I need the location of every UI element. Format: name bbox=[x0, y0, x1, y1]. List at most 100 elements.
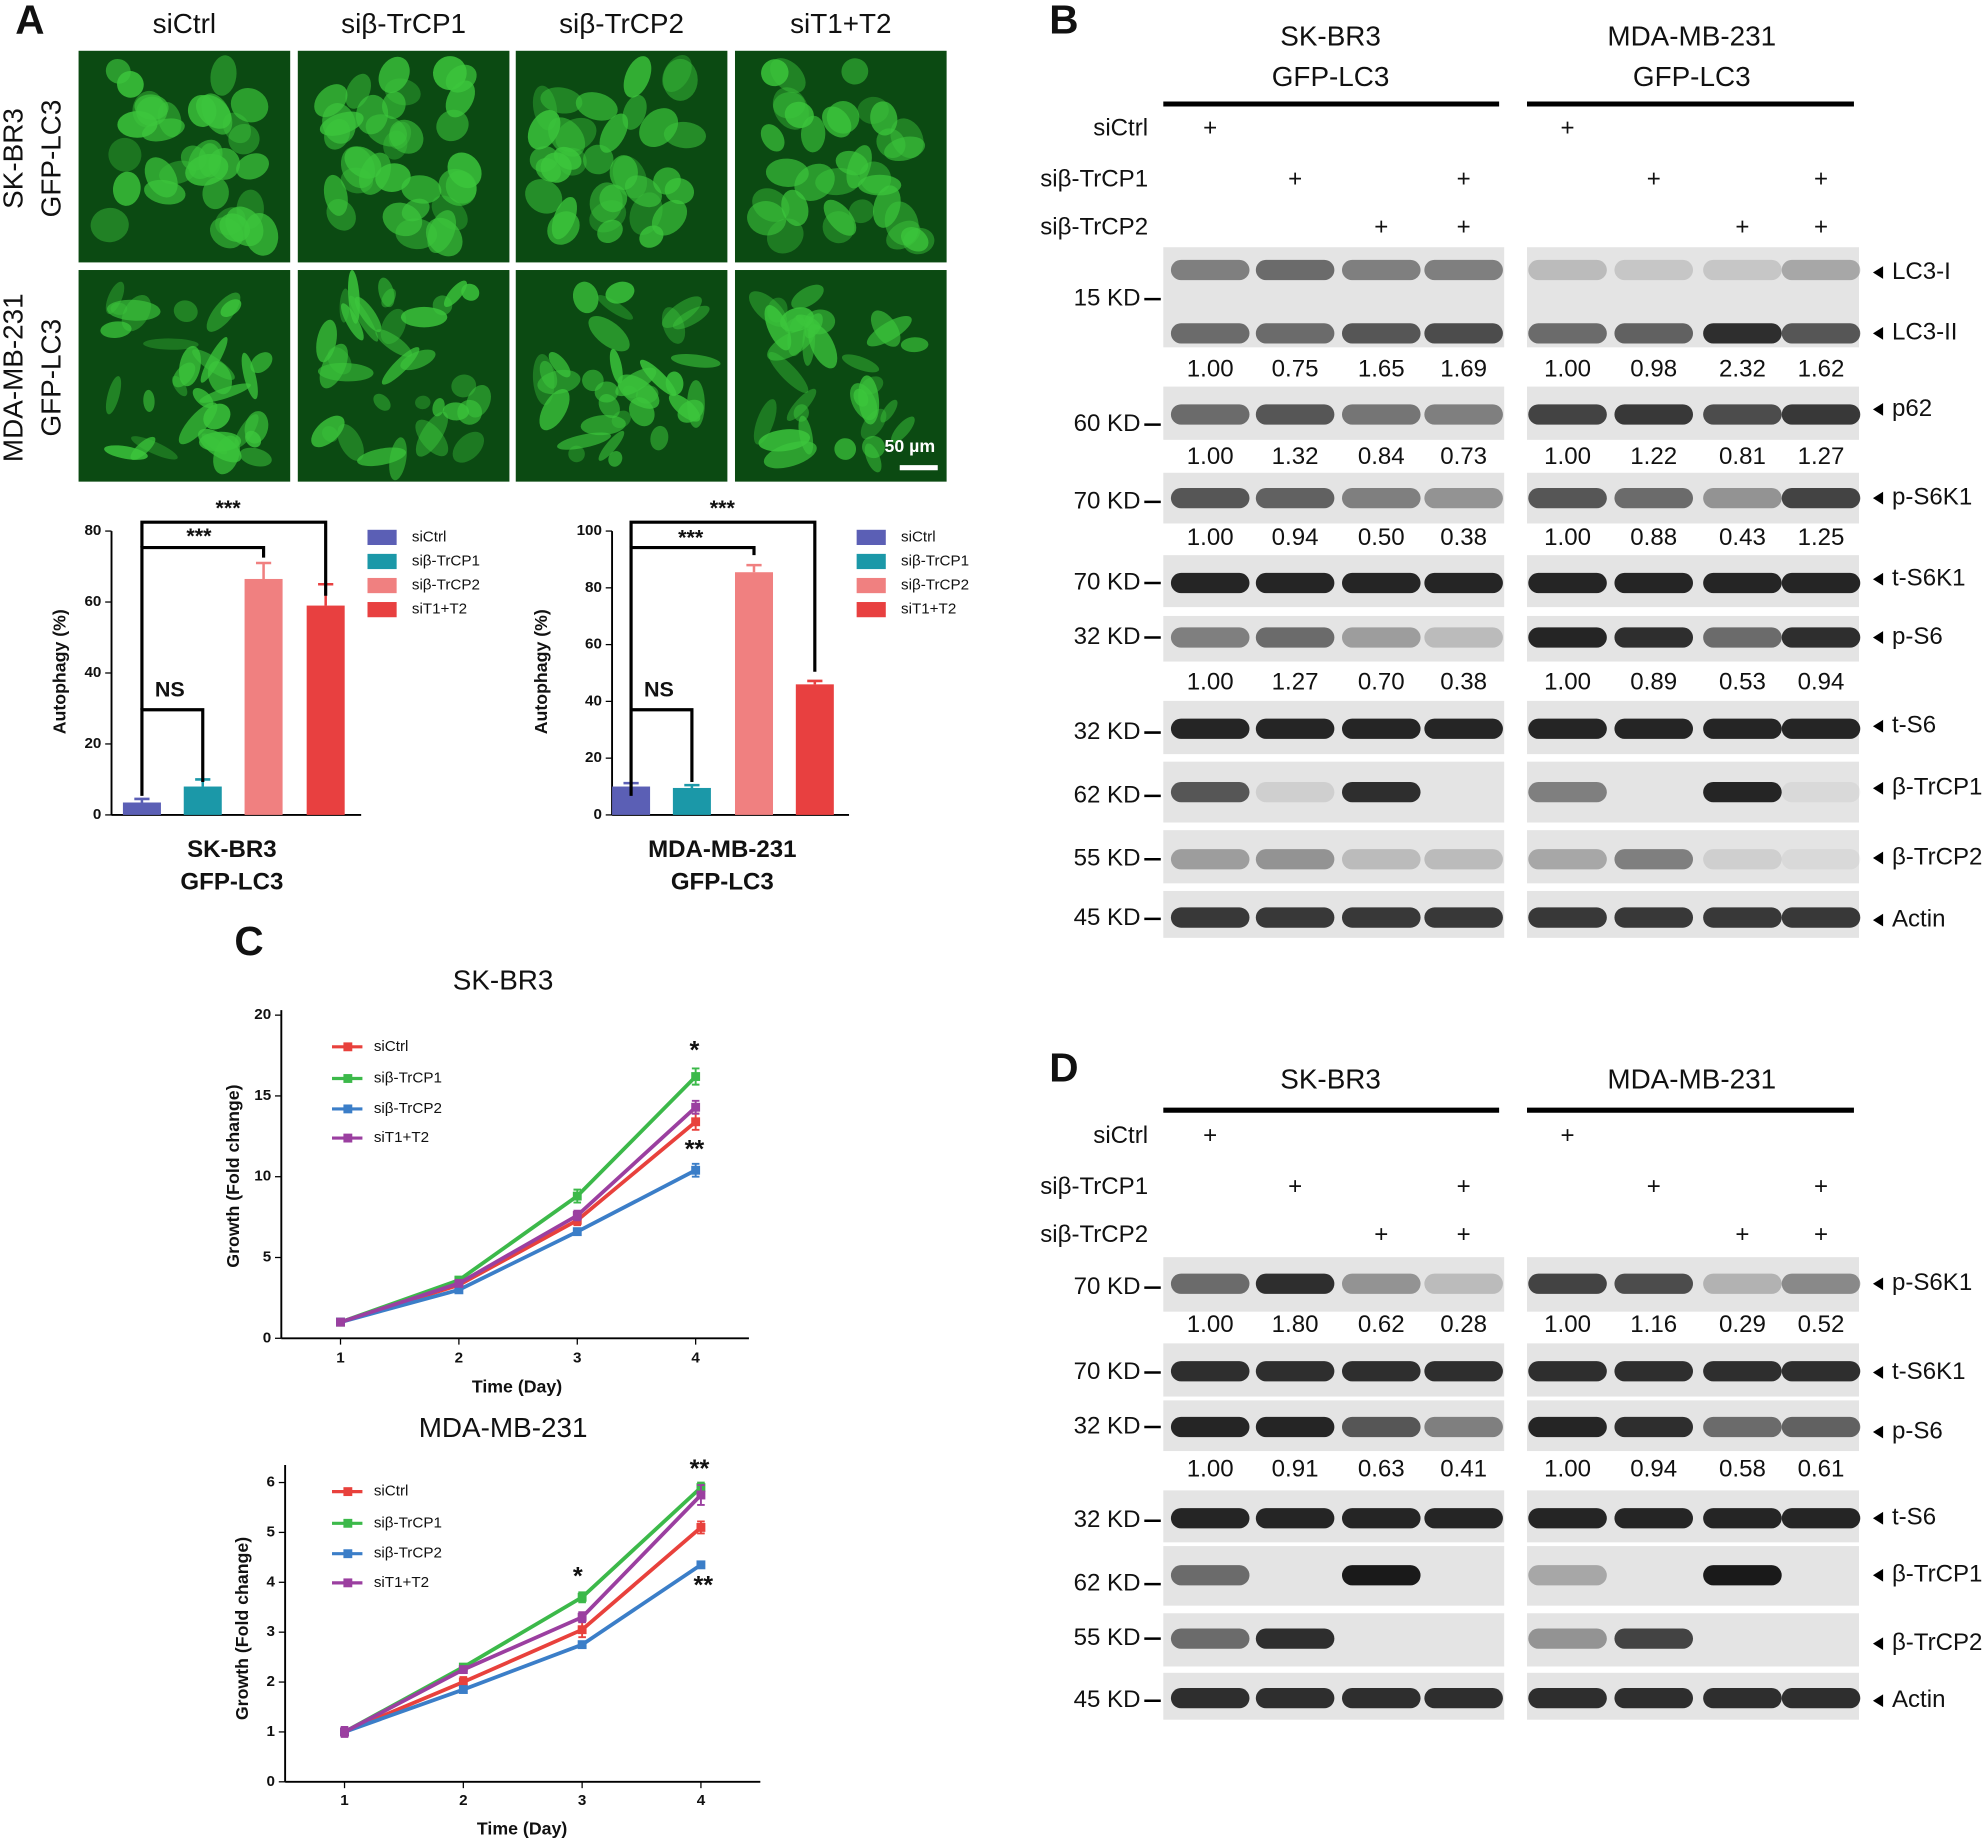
band bbox=[1424, 487, 1503, 509]
band bbox=[1341, 487, 1421, 509]
band bbox=[1528, 1361, 1607, 1382]
band bbox=[1528, 1628, 1607, 1649]
cell bbox=[345, 73, 372, 109]
cell bbox=[808, 324, 838, 369]
scale-bar-label: 50 µm bbox=[885, 436, 936, 456]
band bbox=[1424, 849, 1503, 870]
treatment-label: siβ-TrCP1 bbox=[1040, 1173, 1148, 1200]
cell bbox=[228, 123, 260, 155]
legend-marker bbox=[343, 1104, 353, 1114]
legend-label: siβ-TrCP1 bbox=[374, 1070, 442, 1087]
band bbox=[1255, 1628, 1335, 1649]
band bbox=[1424, 627, 1503, 648]
cell bbox=[245, 430, 262, 448]
bar bbox=[122, 802, 161, 815]
cell bbox=[760, 124, 785, 152]
panel-label: B bbox=[1049, 0, 1078, 43]
quantification: 0.70 bbox=[1358, 668, 1405, 695]
row-label: GFP-LC3 bbox=[36, 319, 67, 437]
cell bbox=[192, 388, 214, 408]
quantification: 1.65 bbox=[1358, 355, 1405, 382]
significance-bracket bbox=[140, 708, 205, 796]
band bbox=[1170, 404, 1250, 425]
quantification: 0.41 bbox=[1440, 1455, 1487, 1482]
cell bbox=[753, 399, 777, 445]
band bbox=[1341, 781, 1421, 803]
treatment-mark: + bbox=[1561, 115, 1575, 142]
x-axis-label: MDA-MB-231 bbox=[648, 836, 796, 863]
band bbox=[1614, 627, 1694, 648]
treatment-mark: + bbox=[1203, 115, 1217, 142]
y-axis-label: Autophagy (%) bbox=[531, 609, 551, 734]
treatment-mark: + bbox=[1374, 214, 1388, 241]
legend-marker bbox=[343, 1042, 353, 1052]
y-tick-label: 4 bbox=[267, 1573, 276, 1590]
cell bbox=[136, 96, 168, 127]
treatment-label: siCtrl bbox=[1093, 115, 1148, 142]
band bbox=[1703, 849, 1782, 870]
x-axis-label: Time (Day) bbox=[477, 1819, 567, 1839]
band bbox=[1255, 572, 1335, 594]
kd-label: 70 KD bbox=[1074, 568, 1141, 595]
quantification: 0.94 bbox=[1272, 524, 1319, 551]
band bbox=[1614, 487, 1694, 509]
band-name: LC3-II bbox=[1892, 319, 1958, 346]
band bbox=[1255, 1688, 1335, 1709]
row-label: SK-BR3 bbox=[0, 108, 29, 209]
legend-swatch bbox=[367, 553, 397, 570]
cell bbox=[461, 283, 480, 301]
cell bbox=[588, 315, 630, 352]
significance-label: * bbox=[690, 1037, 700, 1065]
cell bbox=[597, 295, 633, 320]
cell bbox=[198, 143, 222, 178]
legend-marker bbox=[343, 1578, 353, 1588]
quantification: 1.00 bbox=[1187, 668, 1234, 695]
quantification: 1.25 bbox=[1798, 524, 1845, 551]
x-tick-label: 4 bbox=[691, 1350, 700, 1367]
significance-label: *** bbox=[186, 524, 212, 548]
quantification: 1.00 bbox=[1187, 443, 1234, 470]
cell bbox=[100, 321, 132, 338]
treatment-label: siβ-TrCP2 bbox=[1040, 1221, 1148, 1248]
column-label: siT1+T2 bbox=[790, 8, 891, 39]
cell bbox=[105, 281, 125, 315]
panel-label: D bbox=[1049, 1045, 1078, 1091]
micrograph bbox=[297, 270, 510, 482]
cell bbox=[747, 201, 787, 236]
y-tick-label: 60 bbox=[585, 636, 602, 653]
cell bbox=[857, 174, 902, 196]
point bbox=[458, 1685, 468, 1694]
cell bbox=[784, 101, 814, 128]
y-tick-label: 80 bbox=[585, 579, 602, 596]
band-arrow bbox=[1872, 1511, 1884, 1525]
legend-marker bbox=[343, 1549, 353, 1559]
x-tick-label: 3 bbox=[573, 1350, 581, 1367]
blot-strip bbox=[1526, 1613, 1860, 1667]
cell bbox=[230, 88, 269, 123]
band bbox=[1703, 781, 1782, 803]
cell bbox=[798, 415, 814, 455]
y-tick-label: 0 bbox=[593, 806, 601, 823]
cell bbox=[457, 399, 483, 425]
treatment-mark: + bbox=[1457, 1173, 1471, 1200]
cell bbox=[850, 383, 878, 421]
cell bbox=[105, 58, 131, 84]
legend-label: siCtrl bbox=[374, 1483, 409, 1500]
cell bbox=[323, 174, 348, 216]
band bbox=[1255, 259, 1335, 281]
micrograph bbox=[78, 50, 291, 263]
cell bbox=[773, 91, 806, 119]
band bbox=[1341, 259, 1421, 281]
band bbox=[1170, 1508, 1250, 1529]
quantification: 1.00 bbox=[1187, 1455, 1234, 1482]
cell bbox=[213, 435, 240, 475]
band bbox=[1781, 259, 1861, 281]
quantification: 1.80 bbox=[1272, 1311, 1319, 1338]
legend-marker bbox=[343, 1487, 353, 1497]
significance-label: *** bbox=[710, 496, 736, 520]
kd-label: 55 KD bbox=[1074, 845, 1141, 872]
x-axis-label: SK-BR3 bbox=[187, 836, 277, 863]
micrograph bbox=[297, 50, 510, 263]
kd-label: 70 KD bbox=[1074, 487, 1141, 514]
cell bbox=[415, 411, 449, 457]
